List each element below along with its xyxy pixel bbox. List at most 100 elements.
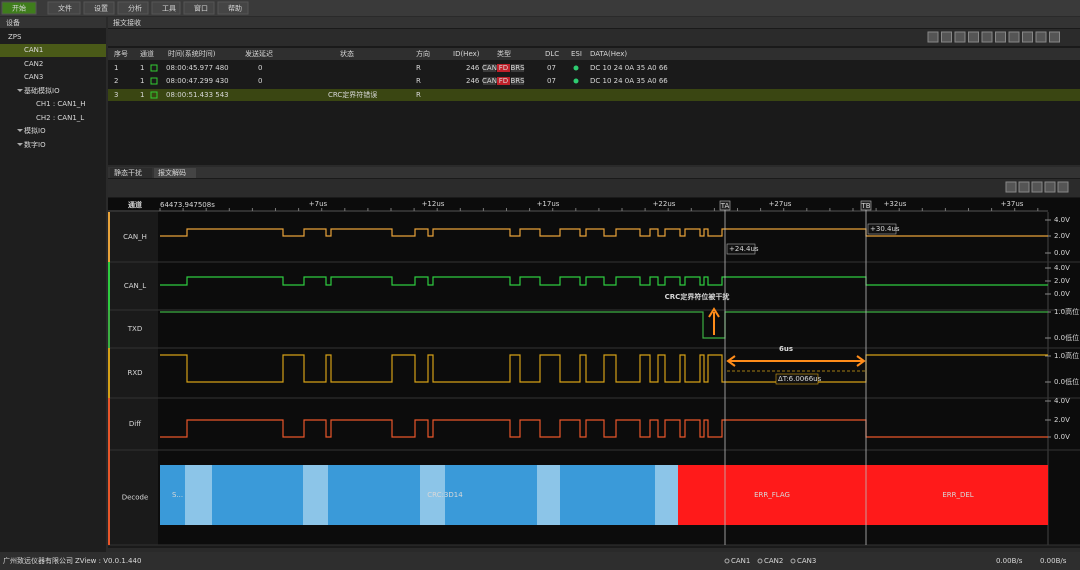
toolbar-icon[interactable]: [1057, 181, 1069, 193]
tree-item[interactable]: 数字IO: [24, 140, 46, 149]
channel-color-bar: [108, 398, 110, 450]
scale-label: 4.0V: [1054, 264, 1070, 272]
can-l-wave: [160, 276, 1048, 286]
toolbar-button[interactable]: [1, 1, 37, 15]
scale-label: 1.0高位: [1054, 351, 1079, 360]
scale-label: 0.0V: [1054, 249, 1070, 257]
toolbar-button[interactable]: [151, 1, 181, 15]
toolbar-button-label[interactable]: 开始: [12, 4, 26, 13]
decode-label: S...: [172, 491, 183, 499]
device-panel: [0, 17, 106, 552]
toolbar-icon[interactable]: [1035, 31, 1047, 43]
decode-tab-bg[interactable]: [154, 168, 196, 178]
toolbar-icon[interactable]: [1031, 181, 1043, 193]
status-channel[interactable]: CAN2: [764, 557, 783, 565]
table-cell: 1: [140, 91, 144, 99]
tree-selection: [0, 44, 106, 57]
column-header: ID(Hex): [453, 50, 480, 58]
decode-tab[interactable]: 报文解码: [158, 168, 186, 177]
receive-tab[interactable]: 报文接收: [113, 18, 141, 27]
scale-label: 2.0V: [1054, 416, 1070, 424]
device-tab[interactable]: 设备: [6, 18, 20, 27]
tree-item[interactable]: CAN2: [24, 60, 43, 68]
timestamp: 64473.947508s: [160, 201, 215, 209]
toolbar-icon[interactable]: [1044, 181, 1056, 193]
toolbar-icon[interactable]: [1018, 181, 1030, 193]
column-header: ESI: [571, 50, 582, 58]
can-h-wave: [160, 228, 1048, 237]
table-cell: DC 10 24 0A 35 A0 66: [590, 64, 668, 72]
cursor-tag-label: TB: [860, 202, 870, 210]
row-highlight: [108, 89, 1080, 101]
tree-item[interactable]: 基础模拟IO: [24, 86, 60, 95]
tree-item[interactable]: CH1 : CAN1_H: [36, 100, 86, 108]
table-cell: 246: [466, 64, 480, 72]
channel-name: Decode: [122, 494, 149, 502]
toolbar-button-label[interactable]: 窗口: [194, 4, 208, 13]
channel-name: RXD: [127, 369, 142, 377]
toolbar-button-label[interactable]: 文件: [58, 4, 72, 13]
cursor-value: +30.4us: [870, 225, 900, 233]
annotation-arrow: [708, 307, 720, 335]
column-header: 时间(系统时间): [168, 49, 216, 58]
decode-tab[interactable]: 静态干扰: [114, 168, 142, 177]
type-label: BRS: [510, 77, 525, 85]
table-cell: DC 10 24 0A 35 A0 66: [590, 77, 668, 85]
table-row[interactable]: [108, 89, 1080, 101]
decode-error: [678, 465, 1048, 525]
decode-label: ERR_DEL: [942, 491, 973, 499]
toolbar-button[interactable]: [47, 1, 81, 15]
time-tick-label: +17us: [537, 200, 560, 208]
status-channel[interactable]: CAN1: [731, 557, 750, 565]
type-badge: [497, 77, 510, 85]
cursor-tag[interactable]: [719, 200, 731, 211]
annotation: CRC定界符位被干扰: [665, 292, 730, 301]
decode-label: ERR_FLAG: [754, 491, 790, 499]
decode-tab-bg[interactable]: [110, 168, 152, 178]
toolbar-button[interactable]: [117, 1, 149, 15]
time-tick-label: +12us: [422, 200, 445, 208]
cursor-tag[interactable]: [860, 200, 872, 211]
status-version: ZView : V0.0.1.440: [75, 557, 141, 565]
toolbar-icon[interactable]: [968, 31, 979, 43]
toolbar-button[interactable]: [183, 1, 215, 15]
channel-name: CAN_L: [124, 282, 146, 290]
channel-label-column: [108, 212, 158, 545]
toolbar-icon[interactable]: [981, 31, 993, 43]
status-rate: 0.00B/s: [1040, 557, 1067, 565]
status-channel-dot: [724, 558, 730, 564]
toolbar-button-label[interactable]: 分析: [128, 4, 142, 13]
toolbar-button[interactable]: [217, 1, 249, 15]
toolbar-icon[interactable]: [1005, 181, 1017, 193]
type-badge: [511, 77, 524, 85]
tree-item[interactable]: CH2 : CAN1_L: [36, 114, 84, 122]
toolbar-icon[interactable]: [954, 31, 966, 43]
toolbar-button-label[interactable]: 设置: [94, 4, 108, 13]
tree-item[interactable]: CAN1: [24, 46, 43, 54]
toolbar-icon[interactable]: [927, 31, 939, 43]
tree-item[interactable]: CAN3: [24, 73, 43, 81]
status-rate: 0.00B/s: [996, 557, 1023, 565]
column-header: 序号: [114, 49, 128, 58]
tree-item[interactable]: 模拟IO: [24, 126, 46, 135]
toolbar-button-label[interactable]: 帮助: [228, 4, 242, 13]
toolbar-icon[interactable]: [1022, 31, 1033, 43]
time-tick-label: +37us: [1001, 200, 1024, 208]
type-badge: [483, 77, 496, 85]
toolbar-icon[interactable]: [1049, 31, 1060, 43]
toolbar-icon[interactable]: [1008, 31, 1020, 43]
type-label: CAN: [482, 64, 497, 72]
type-badge: [497, 64, 510, 72]
txd-wave: [160, 311, 1048, 339]
toolbar-icon[interactable]: [941, 31, 952, 43]
column-header: 通道: [140, 49, 154, 58]
tree-item[interactable]: ZPS: [8, 33, 22, 41]
table-cell: 0: [258, 64, 262, 72]
toolbar-icon[interactable]: [995, 31, 1006, 43]
row-checkbox: [150, 77, 158, 85]
toolbar-button-label[interactable]: 工具: [162, 5, 176, 13]
toolbar-button[interactable]: [83, 1, 115, 15]
status-channel[interactable]: CAN3: [797, 557, 816, 565]
decode-field: [185, 465, 212, 525]
receive-tab-bar: [108, 17, 1080, 28]
